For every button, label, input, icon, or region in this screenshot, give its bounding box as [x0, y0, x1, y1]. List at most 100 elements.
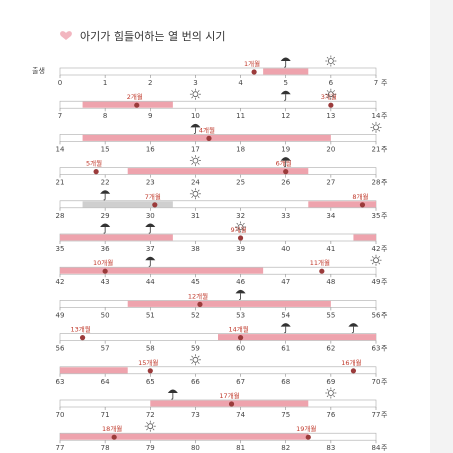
sun-ray — [197, 162, 200, 165]
sun-ray — [242, 222, 245, 225]
umbrella-canopy — [235, 289, 246, 294]
sun-icon — [370, 121, 382, 133]
sun-ray — [236, 222, 239, 225]
tick-label: 77 — [372, 411, 381, 419]
umbrella-canopy — [280, 157, 291, 161]
month-dot — [93, 169, 99, 175]
tick-label: 4 — [238, 79, 243, 87]
tick-label: 13 — [326, 112, 335, 120]
sun-core — [327, 390, 334, 396]
umbrella-icon — [280, 157, 291, 168]
umbrella-handle — [284, 61, 287, 68]
tick-label: 84 — [372, 444, 381, 452]
tick-label: 6 — [329, 79, 334, 87]
tick-label: 29 — [101, 212, 110, 220]
sun-icon — [189, 88, 201, 100]
sun-ray — [191, 90, 194, 92]
sun-ray — [197, 355, 200, 358]
tick-label: 63 — [56, 378, 65, 386]
week-unit: 주 — [381, 112, 388, 120]
umbrella-handle — [284, 94, 287, 101]
tick-label: 63 — [372, 345, 381, 353]
tick-label: 21 — [372, 145, 381, 153]
heart-icon — [60, 31, 72, 40]
sun-ray — [371, 129, 374, 132]
tick-label: 31 — [191, 212, 200, 220]
fussy-band — [60, 234, 173, 241]
week-unit: 주 — [381, 311, 388, 319]
sun-ray — [197, 189, 200, 192]
week-unit: 주 — [381, 444, 388, 452]
tick-label: 15 — [101, 145, 110, 153]
sun-ray — [378, 262, 381, 265]
umbrella-icon — [280, 90, 291, 101]
umbrella-handle — [284, 160, 287, 168]
month-label: 18개월 — [102, 424, 122, 433]
umbrella-icon — [348, 323, 359, 334]
tick-label: 66 — [191, 378, 200, 386]
month-dot — [152, 202, 158, 208]
tick-label: 28 — [56, 212, 65, 220]
tick-label: 17 — [191, 145, 200, 153]
fussy-band — [60, 433, 309, 440]
tick-label: 18 — [236, 145, 245, 153]
month-label: 10개월 — [93, 258, 113, 267]
umbrella-handle — [193, 127, 196, 134]
tick-label: 5 — [283, 79, 287, 87]
sun-core — [327, 58, 334, 64]
sun-ray — [236, 229, 239, 232]
fussy-band — [308, 201, 376, 208]
tick-label: 37 — [146, 245, 155, 253]
month-dot — [319, 268, 325, 274]
umbrella-handle — [148, 227, 151, 234]
tick-label: 24 — [191, 179, 200, 187]
fussy-band — [218, 334, 376, 341]
tick-label: 10 — [191, 112, 200, 120]
week-unit: 주 — [381, 345, 388, 353]
tick-label: 48 — [326, 278, 335, 286]
tick-label: 26 — [281, 179, 290, 187]
umbrella-icon — [145, 256, 156, 267]
tick-label: 7 — [58, 112, 62, 120]
sun-ray — [326, 96, 329, 99]
month-dot — [197, 301, 203, 307]
tick-label: 61 — [281, 345, 290, 353]
tick-label: 20 — [326, 145, 335, 153]
sun-icon — [189, 188, 201, 200]
sun-ray — [191, 362, 194, 364]
umbrella-icon — [280, 323, 291, 334]
tick-label: 75 — [281, 411, 290, 419]
tick-label: 74 — [236, 411, 245, 419]
month-label: 14개월 — [228, 325, 248, 334]
tick-label: 52 — [191, 311, 200, 319]
month-dot — [79, 335, 86, 341]
sun-core — [327, 91, 334, 98]
tick-label: 19 — [281, 145, 290, 153]
umbrella-canopy — [145, 256, 156, 261]
umbrella-handle — [284, 326, 287, 334]
tick-label: 62 — [326, 345, 335, 353]
month-label: 9개월 — [231, 225, 247, 234]
sun-ray — [191, 156, 194, 159]
tick-label: 51 — [146, 311, 155, 319]
tick-label: 32 — [236, 212, 245, 220]
sun-ray — [242, 229, 245, 232]
tick-label: 65 — [146, 378, 155, 386]
tick-label: 9 — [148, 112, 152, 120]
sun-ray — [326, 388, 329, 391]
tick-label: 56 — [372, 311, 381, 319]
tick-label: 16 — [146, 145, 155, 153]
fussy-band — [127, 168, 309, 175]
tick-label: 68 — [281, 378, 290, 386]
tick-label: 23 — [146, 179, 155, 187]
tick-label: 72 — [146, 411, 155, 419]
side-margin — [430, 0, 453, 453]
month-label: 12개월 — [188, 291, 208, 300]
month-label: 5개월 — [86, 159, 102, 168]
month-dot — [111, 434, 117, 440]
umbrella-canopy — [280, 90, 291, 95]
tick-label: 45 — [191, 278, 200, 286]
tick-label: 14 — [56, 145, 65, 153]
umbrella-canopy — [190, 123, 201, 128]
